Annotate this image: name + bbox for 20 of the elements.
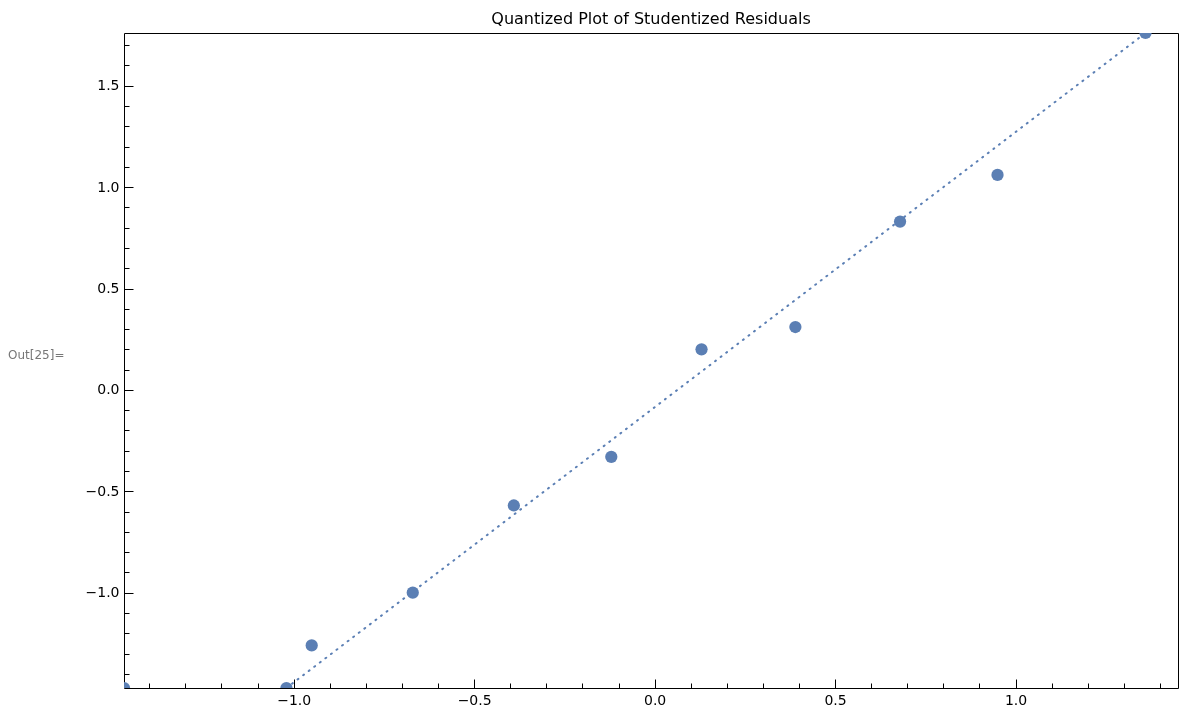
x-tick-label: 1.0 <box>1004 691 1028 708</box>
text: Out[25]= <box>8 348 65 362</box>
y-tick-label: 1.0 <box>97 178 120 195</box>
x-tick-label: −0.5 <box>457 691 492 708</box>
x-tick-label: 0.5 <box>824 691 847 708</box>
chart-title: Quantized Plot of Studentized Residuals <box>491 9 811 28</box>
y-tick-label: −1.0 <box>85 584 120 601</box>
point <box>305 639 318 652</box>
point <box>991 168 1004 182</box>
y-tick-label: 0.0 <box>97 381 120 398</box>
point <box>695 343 708 356</box>
point <box>789 320 802 334</box>
point <box>605 450 618 463</box>
y-tick-label: 1.5 <box>97 77 120 94</box>
x-tick-label: 0.0 <box>643 691 667 708</box>
y-tick-label: −0.5 <box>85 482 120 499</box>
y-tick-label: 0.5 <box>97 280 120 297</box>
x-tick-label: −1.0 <box>277 691 312 708</box>
point <box>893 215 907 228</box>
point <box>507 499 520 512</box>
